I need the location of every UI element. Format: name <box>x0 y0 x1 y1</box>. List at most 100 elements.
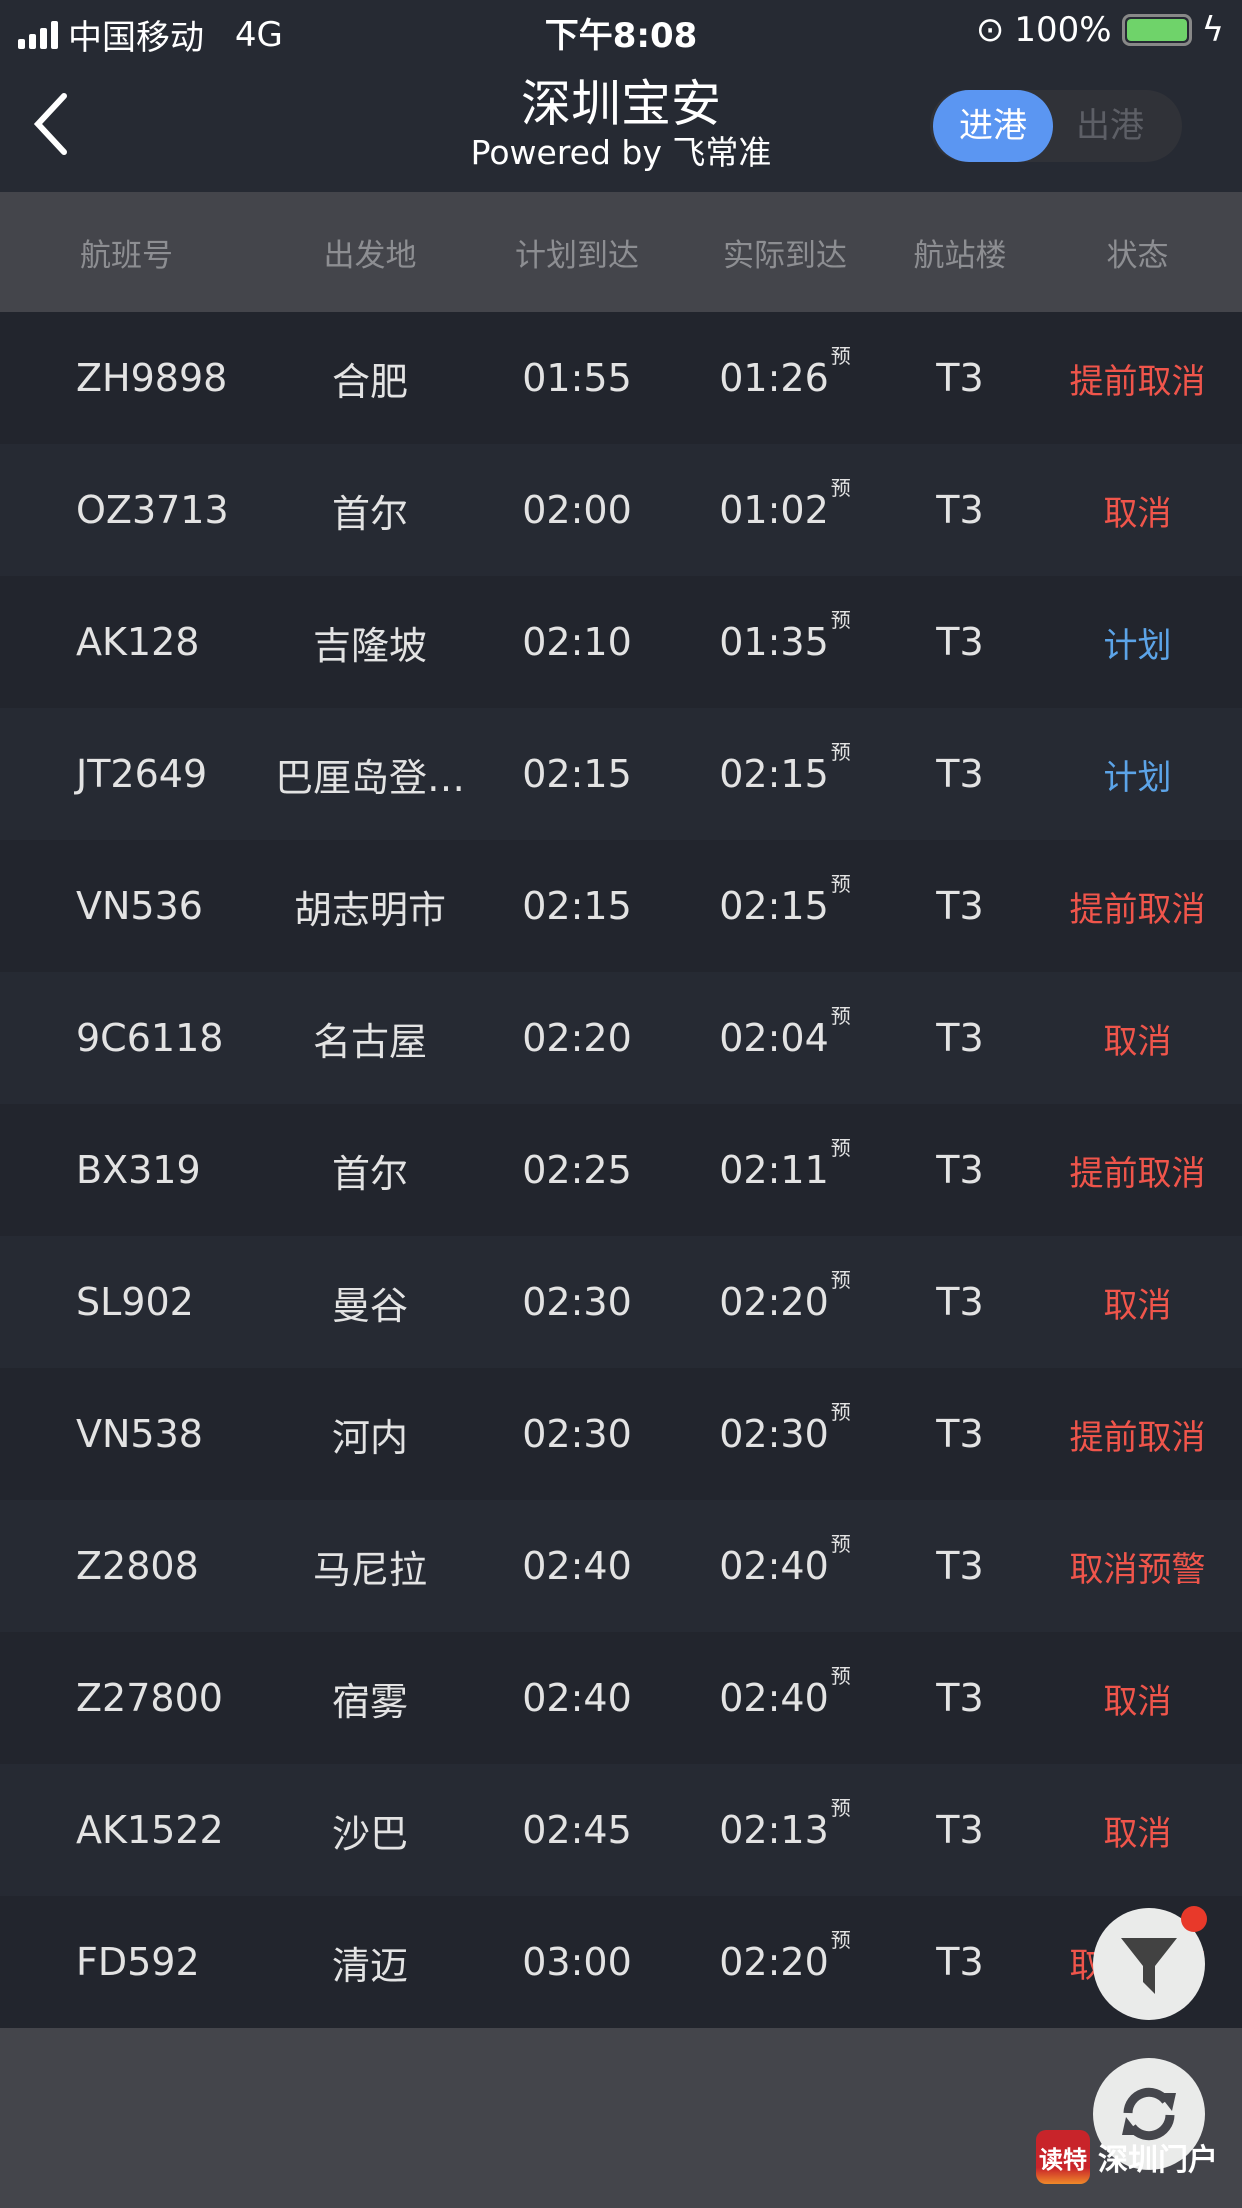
table-row[interactable]: 9C6118 名古屋 02:20 02:04 预 T3 取消 <box>0 972 1242 1104</box>
status-badge: 计划 <box>1103 757 1172 798</box>
estimate-mark: 预 <box>830 475 851 500</box>
planned-time: 02:40 <box>522 1544 632 1588</box>
origin: 首尔 <box>331 1151 408 1196</box>
watermark-logo: 读特 深圳门户 <box>1036 2130 1218 2184</box>
terminal: T3 <box>936 488 984 532</box>
estimate-mark: 预 <box>830 739 851 764</box>
estimate-mark: 预 <box>830 1267 851 1292</box>
actual-time: 01:26 <box>719 356 829 400</box>
origin: 马尼拉 <box>312 1547 427 1592</box>
page-subtitle: Powered by 飞常准 <box>470 133 772 172</box>
actual-time-cell: 02:40 预 <box>700 1632 870 1764</box>
actual-time: 02:40 <box>719 1676 829 1720</box>
rotation-lock-icon: ⊙ <box>975 10 1005 50</box>
col-planned: 计划到达 <box>515 237 639 274</box>
status-bar: 中国移动 4G 下午8:08 ⊙ 100% ϟ <box>0 0 1242 62</box>
filter-icon <box>1121 1938 1177 1994</box>
tab-arrivals[interactable]: 进港 <box>933 90 1053 162</box>
status-badge: 取消 <box>1103 1681 1172 1722</box>
filter-button[interactable] <box>1093 1906 1207 2020</box>
arrival-departure-toggle[interactable]: 进港 出港 <box>930 90 1182 162</box>
planned-time: 01:55 <box>522 356 632 400</box>
status-badge: 提前取消 <box>1069 889 1206 930</box>
actual-time-cell: 02:04 预 <box>700 972 870 1104</box>
status-badge: 计划 <box>1103 625 1172 666</box>
status-badge: 取消 <box>1103 493 1172 534</box>
actual-time: 02:15 <box>719 884 829 928</box>
terminal: T3 <box>936 1544 984 1588</box>
terminal: T3 <box>936 1148 984 1192</box>
estimate-mark: 预 <box>830 1003 851 1028</box>
terminal: T3 <box>936 1676 984 1720</box>
actual-time-cell: 02:20 预 <box>700 1896 870 2028</box>
table-row[interactable]: SL902 曼谷 02:30 02:20 预 T3 取消 <box>0 1236 1242 1368</box>
refresh-icon <box>1122 2087 1176 2141</box>
planned-time: 02:30 <box>522 1280 632 1324</box>
table-row[interactable]: ZH9898 合肥 01:55 01:26 预 T3 提前取消 <box>0 312 1242 444</box>
status-badge: 取消 <box>1103 1021 1172 1062</box>
flight-number: AK1522 <box>76 1808 224 1852</box>
tab-departures[interactable]: 出港 <box>1076 106 1144 146</box>
origin: 沙巴 <box>331 1811 408 1856</box>
table-row[interactable]: BX319 首尔 02:25 02:11 预 T3 提前取消 <box>0 1104 1242 1236</box>
table-row[interactable]: FD592 清迈 03:00 02:20预 T3 取消预警 <box>0 1896 1242 2028</box>
estimate-mark: 预 <box>830 1135 851 1160</box>
actual-time-cell: 02:15 预 <box>700 708 870 840</box>
actual-time: 02:13 <box>719 1808 829 1852</box>
origin: 首尔 <box>331 491 408 536</box>
flight-number: VN536 <box>76 884 203 928</box>
estimate-mark: 预 <box>830 1927 851 1952</box>
flight-number: OZ3713 <box>76 488 229 532</box>
status-badge: 提前取消 <box>1069 361 1206 402</box>
actual-time-cell: 02:40 预 <box>700 1500 870 1632</box>
table-row[interactable]: VN538 河内 02:30 02:30 预 T3 提前取消 <box>0 1368 1242 1500</box>
flight-number: VN538 <box>76 1412 203 1456</box>
table-row[interactable]: AK128 吉隆坡 02:10 01:35 预 T3 计划 <box>0 576 1242 708</box>
notification-dot <box>1181 1906 1207 1932</box>
col-origin: 出发地 <box>323 237 417 274</box>
estimate-mark: 预 <box>830 1399 851 1424</box>
table-row[interactable]: OZ3713 首尔 02:00 01:02 预 T3 取消 <box>0 444 1242 576</box>
col-actual: 实际到达 <box>723 237 847 274</box>
actual-time: 02:30 <box>719 1412 829 1456</box>
actual-time-cell: 02:20 预 <box>700 1236 870 1368</box>
origin: 合肥 <box>331 359 408 404</box>
planned-time: 02:45 <box>522 1808 632 1852</box>
table-header: 航班号 出发地 计划到达 实际到达 航站楼 状态 <box>0 192 1242 312</box>
planned-time: 02:15 <box>522 884 632 928</box>
planned-time: 02:40 <box>522 1676 632 1720</box>
status-badge: 取消 <box>1103 1813 1172 1854</box>
back-button[interactable] <box>30 92 70 162</box>
flight-number: FD592 <box>76 1940 200 1984</box>
planned-time: 03:00 <box>522 1940 632 1984</box>
table-row[interactable]: JT2649 巴厘岛登… 02:15 02:15 预 T3 计划 <box>0 708 1242 840</box>
charging-icon: ϟ <box>1201 10 1224 50</box>
terminal: T3 <box>936 1280 984 1324</box>
actual-time: 02:15 <box>719 752 829 796</box>
watermark-text: 深圳门户 <box>1098 2143 1218 2178</box>
network: 4G <box>234 14 283 55</box>
actual-time: 02:40 <box>719 1544 829 1588</box>
actual-time: 02:20 <box>719 1280 829 1324</box>
signal-icon <box>18 20 58 49</box>
estimate-mark: 预 <box>830 1663 851 1688</box>
actual-time-cell: 02:30 预 <box>700 1368 870 1500</box>
estimate-mark: 预 <box>830 1531 851 1556</box>
actual-time-cell: 01:35 预 <box>700 576 870 708</box>
col-flight: 航班号 <box>80 237 173 274</box>
table-row[interactable]: VN536 胡志明市 02:15 02:15 预 T3 提前取消 <box>0 840 1242 972</box>
nav-header: 深圳宝安 Powered by 飞常准 进港 出港 <box>0 62 1242 192</box>
clock: 下午8:08 <box>544 16 698 56</box>
table-row[interactable]: Z2808 马尼拉 02:40 02:40 预 T3 取消预警 <box>0 1500 1242 1632</box>
estimate-mark: 预 <box>830 343 851 368</box>
refresh-button[interactable] <box>1093 2058 1205 2170</box>
actual-time-cell: 02:15 预 <box>700 840 870 972</box>
watermark-icon: 读特 <box>1036 2130 1090 2184</box>
flight-number: SL902 <box>76 1280 194 1324</box>
table-row[interactable]: Z27800 宿雾 02:40 02:40 预 T3 取消 <box>0 1632 1242 1764</box>
table-row[interactable]: AK1522 沙巴 02:45 02:13 预 T3 取消 <box>0 1764 1242 1896</box>
actual-time-cell: 01:02 预 <box>700 444 870 576</box>
origin: 清迈 <box>331 1943 408 1988</box>
flight-number: Z2808 <box>76 1544 199 1588</box>
flight-number: ZH9898 <box>76 356 228 400</box>
